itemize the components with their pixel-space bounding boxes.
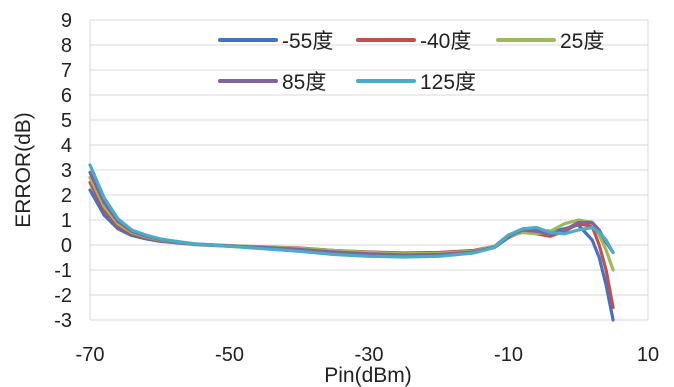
legend-label-2: 25度: [560, 30, 604, 53]
series-line-4: [88, 163, 615, 259]
y-tick-label: -1: [54, 260, 72, 282]
x-tick-label: -10: [494, 344, 523, 366]
y-axis-label: ERROR(dB): [12, 112, 35, 228]
y-tick-label: 9: [61, 10, 72, 32]
legend-label-0: -55度: [282, 30, 333, 53]
y-tick-label: 1: [61, 210, 72, 232]
x-tick-label: -30: [355, 344, 384, 366]
x-tick-labels: -70 -50 -30 -10 10: [76, 344, 660, 366]
legend-label-4: 125度: [420, 71, 476, 94]
y-tick-label: -3: [54, 310, 72, 332]
x-tick-label: -50: [215, 344, 244, 366]
y-tick-label: 8: [61, 35, 72, 57]
y-tick-labels: -3 -2 -1 0 1 2 3 4 5 6 7 8 9: [54, 10, 72, 332]
legend: -55度 -40度 25度 85度 125度: [218, 30, 604, 94]
x-tick-label: -70: [76, 344, 105, 366]
x-axis-label: Pin(dBm): [324, 364, 412, 387]
y-tick-label: 7: [61, 60, 72, 82]
y-tick-label: -2: [54, 285, 72, 307]
x-tick-label: 10: [637, 344, 659, 366]
y-tick-label: 4: [61, 135, 72, 157]
legend-label-1: -40度: [420, 30, 471, 53]
legend-label-3: 85度: [282, 71, 326, 94]
y-tick-label: 5: [61, 110, 72, 132]
y-tick-label: 0: [61, 235, 72, 257]
gridlines: [89, 19, 649, 321]
y-tick-label: 3: [61, 160, 72, 182]
y-tick-label: 2: [61, 185, 72, 207]
y-tick-label: 6: [61, 85, 72, 107]
series-lines: [88, 163, 615, 322]
